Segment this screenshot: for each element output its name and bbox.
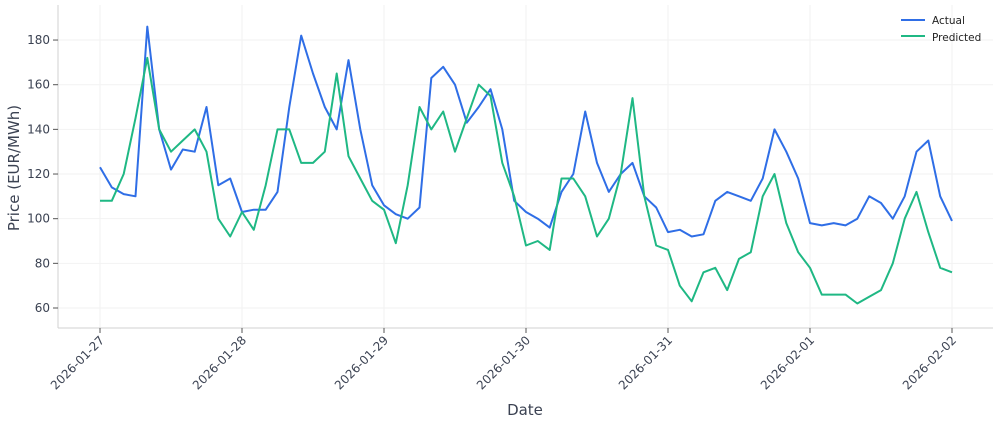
legend-label-actual: Actual (932, 15, 965, 27)
x-tick-label: 2026-01-31 (616, 333, 675, 392)
x-tick-label: 2026-01-29 (332, 333, 391, 392)
x-tick-label: 2026-01-27 (48, 333, 107, 392)
y-ticks: 60 80 100 120 140 160 180 (27, 33, 58, 315)
y-tick-label: 140 (27, 122, 50, 136)
x-tick-label: 2026-01-28 (190, 333, 249, 392)
x-ticks: 2026-01-27 2026-01-28 2026-01-29 2026-01-30… (48, 328, 959, 392)
y-tick-label: 80 (35, 256, 50, 270)
y-tick-label: 180 (27, 33, 50, 47)
legend-label-predicted: Predicted (932, 32, 981, 44)
x-tick-label: 2026-02-01 (758, 333, 817, 392)
x-tick-label: 2026-02-02 (900, 333, 959, 392)
series-lines (99, 25, 953, 305)
y-tick-label: 60 (35, 301, 50, 315)
grid (58, 5, 993, 328)
x-tick-label: 2026-01-30 (474, 333, 533, 392)
y-tick-label: 100 (27, 212, 50, 226)
y-tick-label: 160 (27, 78, 50, 92)
y-tick-label: 120 (27, 167, 50, 181)
series-line-predicted (100, 56, 953, 305)
y-axis-label: Price (EUR/MWh) (5, 105, 23, 231)
x-axis-label: Date (507, 401, 543, 419)
legend: Actual Predicted (901, 15, 981, 44)
